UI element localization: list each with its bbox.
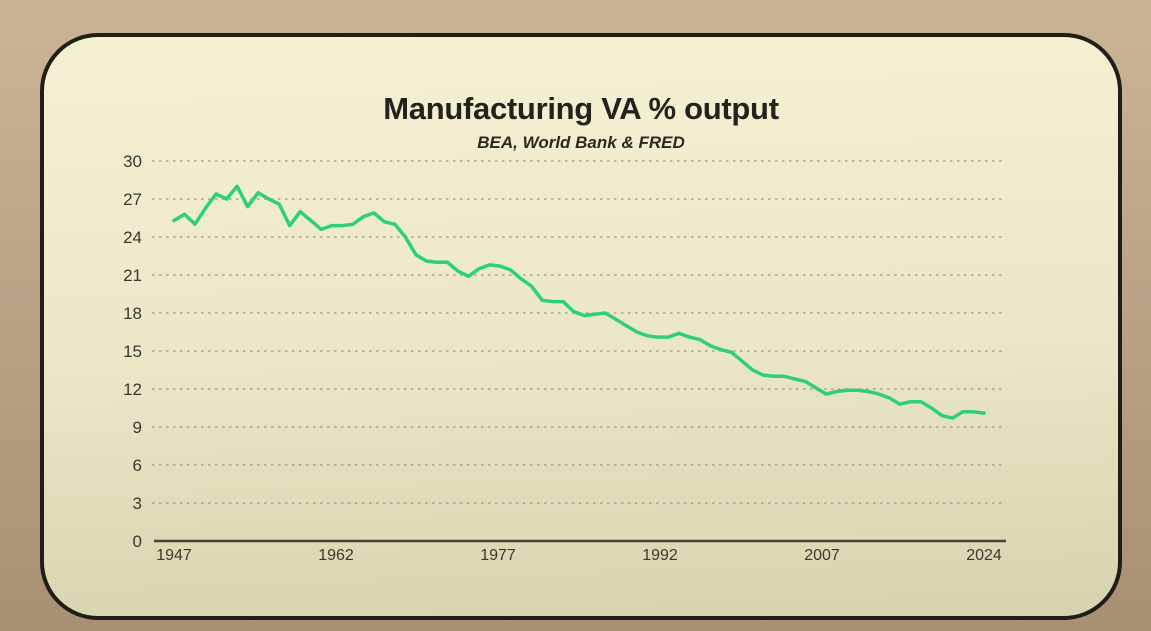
y-tick-label: 18 xyxy=(123,304,142,323)
x-tick-label: 2024 xyxy=(966,547,1002,564)
y-tick-label: 6 xyxy=(133,456,142,475)
chart-subtitle: BEA, World Bank & FRED xyxy=(477,133,685,152)
chart-card: Manufacturing VA % output BEA, World Ban… xyxy=(40,33,1122,620)
y-tick-label: 15 xyxy=(123,342,142,361)
y-tick-label: 30 xyxy=(123,152,142,171)
x-tick-label: 1977 xyxy=(480,547,516,564)
series-line xyxy=(172,184,986,420)
y-tick-label: 3 xyxy=(133,494,142,513)
y-tick-label: 12 xyxy=(123,380,142,399)
chart-title: Manufacturing VA % output xyxy=(383,91,779,126)
y-tick-label: 27 xyxy=(123,190,142,209)
x-tick-label: 1947 xyxy=(156,547,192,564)
line-chart: 0 3 6 9 12 15 18 21 24 27 30 1947 1962 1977 1992 2007 20… xyxy=(123,152,1006,564)
x-tick-label: 2007 xyxy=(804,547,840,564)
y-tick-label: 0 xyxy=(133,532,142,551)
y-tick-label: 24 xyxy=(123,228,142,247)
y-tick-label: 9 xyxy=(133,418,142,437)
x-tick-label: 1962 xyxy=(318,547,354,564)
x-tick-label: 1992 xyxy=(642,547,678,564)
y-tick-label: 21 xyxy=(123,266,142,285)
